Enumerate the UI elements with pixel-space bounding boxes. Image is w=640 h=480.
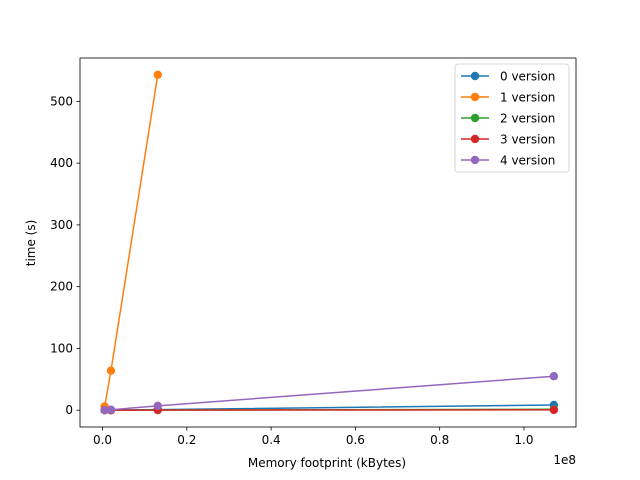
legend-item: 2 version [461, 111, 555, 125]
legend-item: 3 version [461, 132, 555, 146]
x-tick-label: 1.0 [514, 433, 533, 447]
x-axis-offset-label: 1e8 [553, 453, 576, 467]
axes-frame [79, 57, 577, 428]
y-tick-label: 0 [65, 403, 73, 417]
legend-label: 0 version [500, 69, 555, 83]
y-tick-label: 500 [50, 94, 73, 108]
data-point [100, 405, 109, 415]
legend-frame [454, 63, 570, 173]
legend-label: 3 version [500, 132, 555, 146]
x-tick-label: 0.0 [93, 433, 112, 447]
legend-item: 4 version [461, 153, 555, 167]
legend-marker [470, 113, 480, 123]
y-axis-ticks: 0 100 200 300 400 500 [50, 94, 80, 417]
y-axis-title: time (s) [24, 220, 38, 267]
data-point [549, 405, 559, 415]
legend-label: 2 version [500, 111, 555, 125]
y-tick-label: 200 [50, 280, 73, 294]
x-axis-title: Memory footprint (kBytes) [248, 456, 406, 470]
legend-label: 4 version [500, 153, 555, 167]
series-4-version [100, 372, 559, 415]
x-tick-label: 0.6 [346, 433, 365, 447]
legend-marker [470, 92, 480, 102]
y-tick-label: 300 [50, 218, 73, 232]
plot-area [100, 70, 559, 415]
y-tick-label: 400 [50, 156, 73, 170]
data-point [153, 401, 162, 411]
data-point [153, 70, 162, 80]
x-tick-label: 0.8 [430, 433, 449, 447]
x-tick-label: 0.4 [262, 433, 281, 447]
x-tick-label: 0.2 [177, 433, 196, 447]
legend-marker [470, 71, 480, 81]
legend-label: 1 version [500, 90, 555, 104]
legend-marker [470, 134, 480, 144]
legend-item: 1 version [461, 90, 555, 104]
x-axis-ticks: 0.0 0.2 0.4 0.6 0.8 1.0 [93, 427, 534, 447]
legend-marker [470, 155, 480, 165]
y-tick-label: 100 [50, 341, 73, 355]
data-point [549, 372, 559, 381]
legend: 0 version 1 version 2 version 3 version 4 ve… [454, 63, 570, 173]
legend-item: 0 version [461, 69, 555, 83]
data-point [106, 366, 116, 375]
data-point [106, 405, 116, 414]
